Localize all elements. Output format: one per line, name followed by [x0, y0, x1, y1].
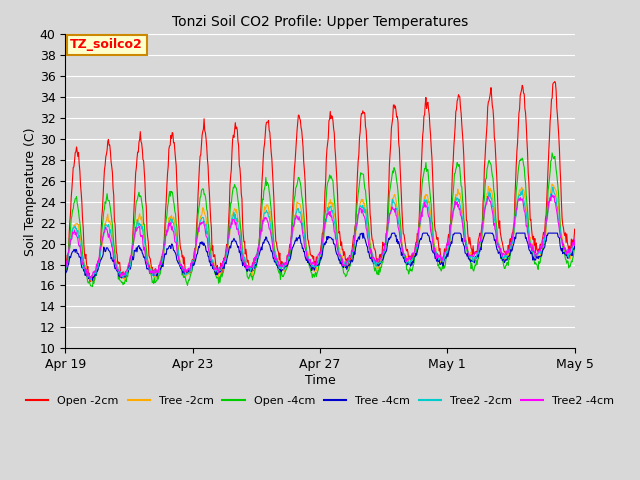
X-axis label: Time: Time — [305, 374, 335, 387]
Tree2 -2cm — [342, 262, 350, 267]
Line: Tree2 -4cm: Tree2 -4cm — [65, 194, 607, 279]
Open -2cm — [124, 268, 132, 274]
Tree -2cm — [476, 244, 484, 250]
Open -2cm — [476, 230, 484, 236]
Open -4cm — [135, 189, 143, 195]
Open -4cm — [124, 274, 132, 279]
Tree2 -4cm — [603, 234, 611, 240]
Title: Tonzi Soil CO2 Profile: Upper Temperatures: Tonzi Soil CO2 Profile: Upper Temperatur… — [172, 15, 468, 29]
Line: Open -2cm: Open -2cm — [65, 77, 607, 282]
Tree -4cm — [172, 250, 179, 256]
Line: Tree -2cm: Tree -2cm — [65, 180, 607, 282]
Tree -4cm — [358, 230, 366, 236]
Tree2 -4cm — [172, 239, 179, 245]
Tree2 -4cm — [61, 264, 69, 269]
Tree2 -4cm — [135, 225, 143, 230]
Line: Tree -4cm: Tree -4cm — [65, 233, 607, 280]
Line: Open -4cm: Open -4cm — [65, 150, 607, 287]
Open -2cm — [388, 120, 396, 126]
Y-axis label: Soil Temperature (C): Soil Temperature (C) — [24, 127, 37, 255]
Tree2 -2cm — [388, 202, 396, 207]
Line: Tree2 -2cm: Tree2 -2cm — [65, 183, 607, 280]
Tree -2cm — [88, 279, 95, 285]
Tree2 -2cm — [124, 266, 132, 272]
Tree2 -4cm — [86, 276, 93, 282]
Tree2 -2cm — [135, 221, 143, 227]
Open -2cm — [61, 265, 69, 271]
Tree2 -2cm — [172, 232, 179, 238]
Tree -2cm — [580, 177, 588, 183]
Tree -2cm — [124, 270, 132, 276]
Open -4cm — [342, 273, 350, 278]
Open -4cm — [581, 147, 589, 153]
Open -4cm — [172, 211, 179, 217]
Tree2 -2cm — [582, 180, 589, 186]
Open -2cm — [86, 279, 93, 285]
Tree -4cm — [89, 277, 97, 283]
Open -4cm — [388, 172, 396, 178]
Tree -4cm — [135, 242, 143, 248]
Tree -4cm — [124, 269, 132, 275]
Open -2cm — [342, 256, 350, 262]
Tree2 -4cm — [476, 239, 484, 245]
Tree2 -2cm — [603, 238, 611, 243]
Tree2 -2cm — [476, 242, 484, 248]
Tree2 -4cm — [124, 264, 132, 270]
Tree -2cm — [135, 214, 143, 219]
Open -2cm — [583, 74, 591, 80]
Tree2 -2cm — [61, 266, 69, 272]
Tree -2cm — [61, 269, 69, 275]
Tree -2cm — [388, 196, 396, 202]
Open -2cm — [135, 139, 143, 145]
Text: TZ_soilco2: TZ_soilco2 — [70, 38, 143, 51]
Open -4cm — [89, 284, 97, 289]
Tree2 -4cm — [342, 259, 350, 265]
Tree2 -4cm — [388, 204, 396, 210]
Open -2cm — [172, 156, 179, 161]
Tree -4cm — [603, 242, 611, 248]
Tree -2cm — [342, 261, 350, 266]
Open -4cm — [61, 272, 69, 278]
Tree -4cm — [477, 245, 484, 251]
Tree2 -4cm — [579, 192, 587, 197]
Open -4cm — [603, 243, 611, 249]
Tree -4cm — [389, 230, 397, 236]
Open -2cm — [603, 234, 611, 240]
Tree -2cm — [603, 242, 611, 248]
Open -4cm — [476, 245, 484, 251]
Tree -4cm — [342, 263, 350, 269]
Tree -4cm — [61, 271, 69, 277]
Tree2 -2cm — [87, 277, 95, 283]
Tree -2cm — [172, 228, 179, 233]
Legend: Open -2cm, Tree -2cm, Open -4cm, Tree -4cm, Tree2 -2cm, Tree2 -4cm: Open -2cm, Tree -2cm, Open -4cm, Tree -4… — [22, 391, 618, 410]
